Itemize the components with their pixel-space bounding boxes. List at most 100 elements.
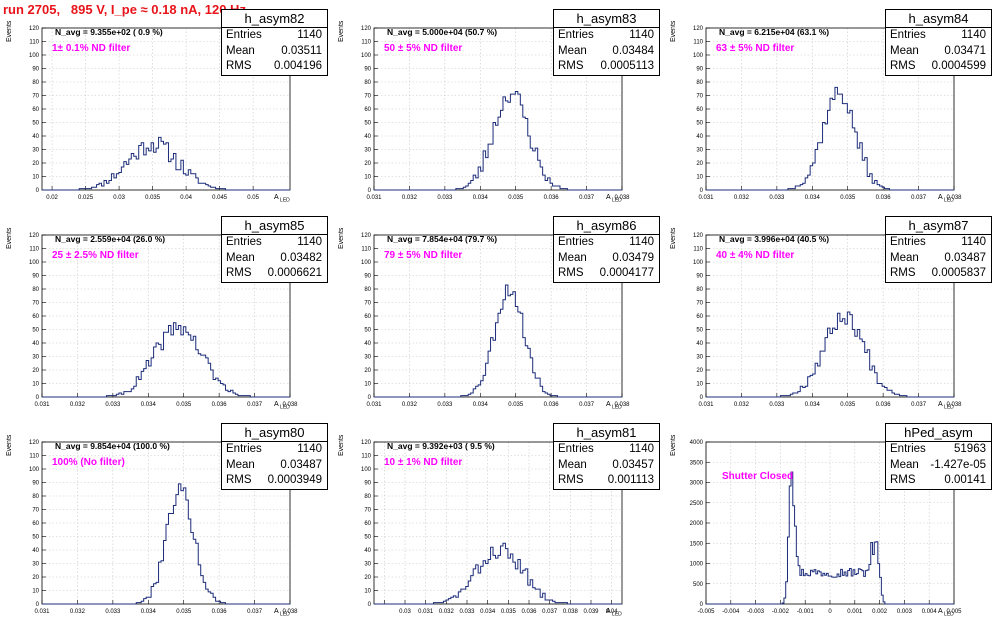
stats-key: Mean [558,44,587,57]
x-tick-label: 0.036 [876,195,892,201]
y-tick-label: 60 [364,521,371,527]
y-tick-label: 80 [696,80,703,86]
x-tick-label: 0.035 [176,402,192,408]
x-tick-label: 0.037 [579,195,595,201]
y-tick-label: 110 [693,247,703,253]
n-avg-annotation: N_avg = 9.392e+03 ( 9.5 %) [387,441,495,451]
x-tick-label: 0.031 [698,402,714,408]
x-tick-label: 0.001 [847,609,863,615]
x-tick-label: 0.02 [46,195,58,201]
y-tick-label: 70 [364,94,371,100]
y-tick-label: 100 [361,260,372,266]
x-tick-label: 0.037 [247,402,263,408]
stats-row-rms: RMS 0.00141 [886,473,991,489]
stats-value: 0.00141 [944,474,986,486]
x-axis-label: A LED [938,401,954,411]
y-tick-label: 70 [696,94,703,100]
x-tick-label: 0.035 [508,402,524,408]
x-tick-label: 0.032 [70,609,86,615]
y-tick-label: 40 [364,548,371,554]
x-tick-label: 0.032 [70,402,86,408]
y-tick-label: 30 [364,148,371,154]
y-tick-label: 40 [696,134,703,140]
x-tick-label: 0.032 [402,402,418,408]
x-tick-label: 0.036 [544,402,560,408]
stats-value: 0.0003949 [267,474,322,486]
histogram-title: h_asym82 [222,10,327,28]
filter-annotation: 79 ± 5% ND filter [384,250,463,261]
y-tick-label: 90 [32,481,39,487]
histogram-title: h_asym80 [222,424,327,442]
y-tick-label: 3000 [690,481,704,487]
y-tick-label: 80 [364,287,371,293]
x-tick-label: 0.032 [402,195,418,201]
n-avg-annotation: N_avg = 9.355e+02 ( 0.9 %) [55,27,163,37]
y-tick-label: 110 [361,454,371,460]
x-tick-label: 0.034 [805,195,821,201]
x-tick-label: 0.038 [614,195,630,201]
stats-key: Mean [890,251,919,264]
histogram-plot: 0.031 0.032 0.033 0.034 0.035 0.036 0.037 0.038… [693,26,962,201]
stats-value: 0.03471 [944,44,986,57]
x-tick-label: 0.003 [897,609,913,615]
y-tick-label: 60 [696,107,703,113]
stats-row-entries: Entries 1140 [886,28,991,44]
x-tick-label: 0.032 [734,402,750,408]
y-axis-label: Events [6,434,13,456]
y-tick-label: 10 [696,382,703,388]
stats-key: Mean [890,458,919,471]
y-tick-label: 80 [364,494,371,500]
x-tick-label: 0.038 [282,402,298,408]
y-tick-label: 0 [700,395,704,401]
y-tick-label: 110 [361,247,371,253]
histogram-line [42,322,290,398]
stats-key: Entries [558,443,594,455]
histogram-title: hPed_asym [886,424,991,442]
stats-key: Mean [890,44,919,57]
y-axis-label: Events [670,434,677,456]
y-tick-label: 50 [364,121,371,127]
y-tick-label: 70 [364,508,371,514]
y-tick-label: 70 [32,508,39,514]
y-tick-label: 100 [693,53,704,59]
y-tick-label: 30 [364,562,371,568]
x-tick-label: 0.035 [840,195,856,201]
stats-key: RMS [890,60,916,72]
y-tick-label: 4000 [690,440,704,446]
stats-key: Entries [226,29,262,41]
x-tick-label: 0.037 [542,609,558,615]
y-tick-label: 40 [364,341,371,347]
y-tick-label: 90 [696,274,703,280]
x-tick-label: 0.033 [769,402,785,408]
stats-row-rms: RMS 0.004196 [222,59,327,75]
stats-value: 1140 [629,443,654,455]
stats-key: Mean [226,458,255,471]
y-tick-label: 120 [29,233,40,239]
x-tick-label: 0.032 [734,195,750,201]
stats-row-entries: Entries 1140 [554,442,659,458]
histogram-panel: 0.03 0.031 0.032 0.033 0.034 0.035 0.036 0.037 0… [332,420,664,627]
stats-key: RMS [226,474,252,486]
y-tick-label: 40 [32,341,39,347]
y-tick-label: 60 [364,314,371,320]
stats-row-mean: Mean 0.03471 [886,44,991,60]
stats-row-mean: Mean 0.03484 [554,44,659,60]
y-tick-label: 40 [696,341,703,347]
y-tick-label: 0 [36,602,40,608]
histogram-plot: 0.031 0.032 0.033 0.034 0.035 0.036 0.037 0.038… [29,233,298,408]
x-tick-label: 0.034 [473,402,489,408]
stats-value: 1140 [961,236,986,248]
y-tick-label: 20 [32,368,39,374]
stats-value: 0.03457 [612,458,654,471]
y-tick-label: 40 [32,548,39,554]
histogram-line [42,483,290,605]
stats-box: h_asym85 Entries 1140 Mean 0.03482 RMS 0.00066… [221,216,328,283]
x-tick-label: 0.038 [946,402,962,408]
y-tick-label: 50 [32,121,39,127]
x-tick-label: 0.035 [501,609,517,615]
x-axis-label: A LED [938,608,954,618]
histogram-panel: 0.02 0.025 0.03 0.035 0.04 0.045 0.05 0 10 20 30 40… [0,6,332,213]
x-tick-label: 0.037 [911,195,927,201]
stats-row-entries: Entries 51963 [886,442,991,458]
x-tick-label: 0.034 [480,609,496,615]
